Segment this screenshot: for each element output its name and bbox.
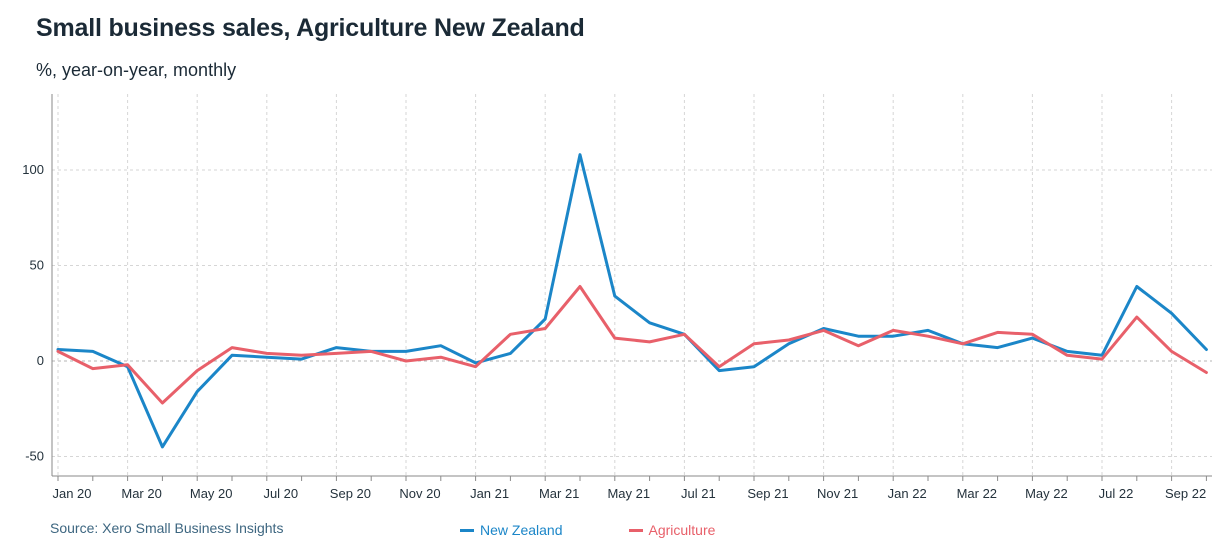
chart-subtitle: %, year-on-year, monthly [36, 60, 237, 80]
x-tick-label: Nov 20 [399, 486, 440, 501]
x-tick-label: Sep 20 [330, 486, 371, 501]
x-tick-label: May 21 [607, 486, 650, 501]
x-tick-label: Sep 21 [747, 486, 788, 501]
x-tick-label: Mar 22 [957, 486, 997, 501]
y-tick-label: 50 [30, 258, 44, 273]
legend: New Zealand Agriculture [460, 522, 715, 538]
y-tick-label: -50 [25, 449, 44, 464]
source-note: Source: Xero Small Business Insights [50, 520, 284, 536]
y-tick-label: 0 [37, 353, 44, 368]
x-tick-label: Jan 22 [888, 486, 927, 501]
chart-title: Small business sales, Agriculture New Ze… [36, 14, 585, 42]
y-tick-label: 100 [22, 162, 44, 177]
series-line-new-zealand [56, 153, 1208, 449]
x-tick-label: Jul 21 [681, 486, 716, 501]
grid-layer [52, 94, 1212, 476]
legend-swatch-new-zealand [460, 528, 474, 532]
series-layer [56, 153, 1208, 449]
x-tick-label: Nov 21 [817, 486, 858, 501]
x-tick-label: Jul 20 [263, 486, 298, 501]
x-tick-label: Sep 22 [1165, 486, 1206, 501]
x-tick-label: May 22 [1025, 486, 1068, 501]
legend-item-agriculture: Agriculture [628, 522, 716, 538]
x-tick-label: May 20 [190, 486, 233, 501]
legend-label-agriculture: Agriculture [648, 522, 716, 538]
legend-label-new-zealand: New Zealand [480, 522, 563, 538]
legend-item-new-zealand: New Zealand [460, 522, 563, 538]
x-tick-label: Mar 20 [121, 486, 161, 501]
label-layer: 100 50 0 -50 Jan 20 Mar 20 May 20 Jul 20 Sep 20 N… [22, 162, 1206, 501]
x-tick-label: Jan 20 [52, 486, 91, 501]
x-tick-label: Jul 22 [1099, 486, 1134, 501]
legend-swatch-agriculture [628, 528, 643, 532]
x-tick-label: Jan 21 [470, 486, 509, 501]
x-tick-label: Mar 21 [539, 486, 579, 501]
series-line-agriculture [56, 285, 1208, 405]
axis-layer [51, 94, 1212, 481]
